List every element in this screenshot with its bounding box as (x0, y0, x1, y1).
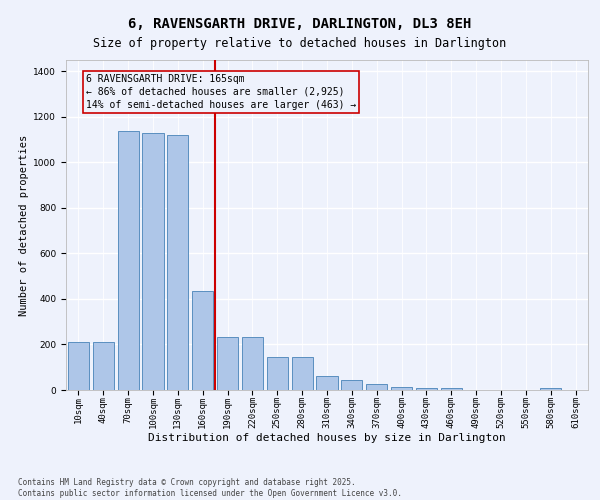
X-axis label: Distribution of detached houses by size in Darlington: Distribution of detached houses by size … (148, 432, 506, 442)
Bar (68, 342, 89, 390)
Bar (118, 130, 139, 390)
Bar (242, 336, 263, 390)
Bar (441, 388, 462, 390)
Bar (217, 336, 238, 390)
Bar (341, 380, 362, 390)
Bar (192, 291, 213, 390)
Bar (267, 357, 288, 390)
Bar (142, 133, 164, 390)
Bar (366, 384, 387, 390)
Y-axis label: Number of detached properties: Number of detached properties (19, 134, 29, 316)
Bar (167, 135, 188, 390)
Bar (391, 386, 412, 390)
Bar (316, 376, 338, 390)
Bar (540, 388, 561, 390)
Text: Contains HM Land Registry data © Crown copyright and database right 2025.
Contai: Contains HM Land Registry data © Crown c… (18, 478, 402, 498)
Bar (292, 357, 313, 390)
Text: 6, RAVENSGARTH DRIVE, DARLINGTON, DL3 8EH: 6, RAVENSGARTH DRIVE, DARLINGTON, DL3 8E… (128, 18, 472, 32)
Text: Size of property relative to detached houses in Darlington: Size of property relative to detached ho… (94, 38, 506, 51)
Bar (416, 388, 437, 390)
Text: 6 RAVENSGARTH DRIVE: 165sqm
← 86% of detached houses are smaller (2,925)
14% of : 6 RAVENSGARTH DRIVE: 165sqm ← 86% of det… (86, 74, 356, 110)
Bar (93, 342, 114, 390)
